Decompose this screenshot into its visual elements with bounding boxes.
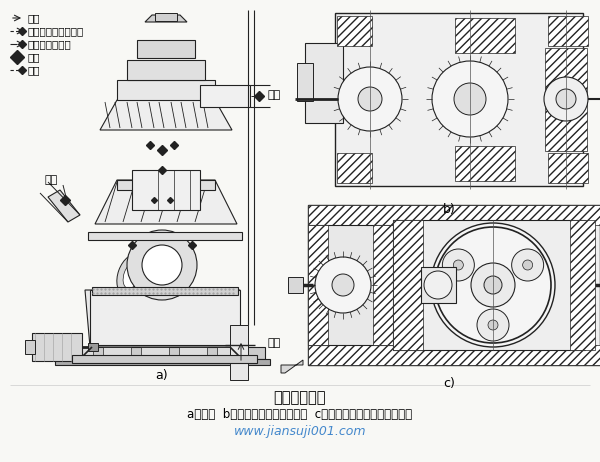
Bar [455, 18, 515, 53]
Text: www.jiansuji001.com: www.jiansuji001.com [234, 426, 366, 438]
Bar [337, 153, 372, 183]
Circle shape [484, 276, 502, 294]
Text: 喂料: 喂料 [28, 52, 41, 62]
Circle shape [488, 320, 498, 330]
Bar [179, 347, 207, 359]
Bar [65, 347, 93, 359]
Bar [92, 287, 238, 295]
Circle shape [477, 309, 509, 341]
Bar [297, 63, 313, 101]
Bar [455, 146, 515, 181]
Text: c): c) [443, 377, 455, 390]
Polygon shape [95, 180, 237, 224]
Bar [132, 170, 200, 210]
Bar [137, 40, 195, 58]
Bar [55, 347, 265, 359]
Bar [308, 205, 600, 225]
Bar [200, 85, 250, 107]
Bar [155, 13, 177, 21]
Bar [308, 225, 328, 345]
Circle shape [556, 89, 576, 109]
Circle shape [454, 83, 486, 115]
Bar [117, 180, 215, 190]
Bar [308, 205, 600, 365]
Polygon shape [281, 360, 303, 373]
Bar [32, 333, 82, 361]
Text: 成品: 成品 [267, 90, 280, 100]
Circle shape [442, 249, 475, 281]
Bar [548, 16, 588, 46]
Bar [217, 347, 245, 359]
Bar [308, 345, 600, 365]
Bar [127, 60, 205, 80]
Bar [88, 232, 242, 240]
Polygon shape [85, 290, 240, 347]
Bar [72, 355, 257, 363]
Bar [421, 267, 456, 303]
Bar [548, 153, 588, 183]
Bar [305, 43, 343, 123]
Circle shape [544, 77, 588, 121]
Text: a): a) [155, 369, 169, 382]
Bar [393, 220, 423, 350]
Text: 热气: 热气 [268, 338, 281, 348]
Text: 细粉和粗粉物料: 细粉和粗粉物料 [28, 39, 72, 49]
Bar [337, 16, 372, 46]
Circle shape [338, 67, 402, 131]
Circle shape [431, 223, 555, 347]
Circle shape [523, 260, 533, 270]
Ellipse shape [123, 261, 141, 288]
Bar [117, 80, 215, 100]
Circle shape [332, 274, 354, 296]
Text: 喂料: 喂料 [45, 175, 58, 185]
Polygon shape [100, 100, 232, 130]
Bar [55, 359, 270, 365]
Bar [373, 225, 393, 345]
Circle shape [358, 87, 382, 111]
Text: 气体: 气体 [28, 13, 41, 23]
Circle shape [454, 260, 463, 270]
Bar [308, 225, 393, 345]
Bar [88, 343, 98, 351]
Bar [335, 13, 583, 186]
Polygon shape [145, 15, 187, 22]
Circle shape [142, 245, 182, 285]
Bar [230, 325, 248, 380]
Bar [141, 347, 169, 359]
Polygon shape [48, 190, 80, 222]
Circle shape [432, 61, 508, 137]
Text: a）碾磨  b）圆锥、圆柱齿轮减速器  c）圆锥齿轮、行星齿轮减速器: a）碾磨 b）圆锥、圆柱齿轮减速器 c）圆锥齿轮、行星齿轮减速器 [187, 408, 413, 421]
Circle shape [315, 257, 371, 313]
Bar [25, 340, 35, 354]
Bar [103, 347, 131, 359]
Text: 带有细粉的出磨气体: 带有细粉的出磨气体 [28, 26, 84, 36]
Bar [570, 220, 595, 350]
Circle shape [471, 263, 515, 307]
Bar [288, 277, 303, 293]
Circle shape [424, 271, 452, 299]
Ellipse shape [117, 254, 147, 296]
Text: b): b) [443, 203, 455, 216]
Bar [393, 220, 585, 350]
Text: 粗料: 粗料 [28, 65, 41, 75]
Text: 碾磨传动装置: 碾磨传动装置 [274, 390, 326, 406]
Bar [90, 290, 240, 345]
Circle shape [127, 230, 197, 300]
Circle shape [512, 249, 544, 281]
Bar [545, 48, 587, 151]
